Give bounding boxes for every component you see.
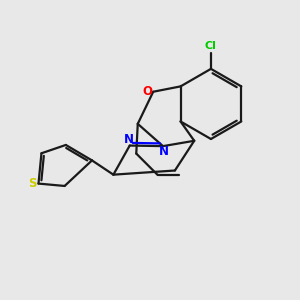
Text: N: N (159, 145, 169, 158)
Text: Cl: Cl (205, 41, 217, 51)
Text: S: S (28, 177, 36, 190)
Text: O: O (143, 85, 153, 98)
Text: N: N (124, 133, 134, 146)
